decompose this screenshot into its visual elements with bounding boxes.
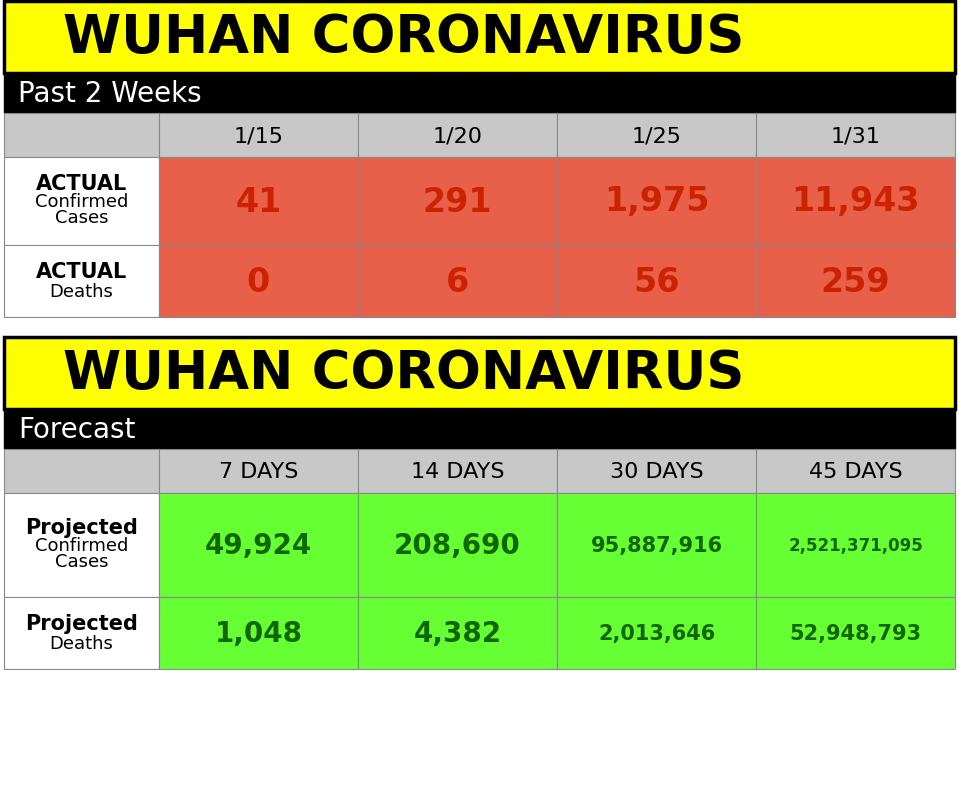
Bar [159, 158, 358, 246]
Bar [358, 450, 557, 493]
Text: 45 DAYS: 45 DAYS [808, 462, 902, 482]
Text: ACTUAL: ACTUAL [35, 173, 128, 194]
Text: 7 DAYS: 7 DAYS [219, 462, 298, 482]
Bar [4, 114, 159, 158]
Text: 56: 56 [633, 265, 680, 298]
Text: Cases: Cases [55, 209, 108, 226]
Text: 2,521,371,095: 2,521,371,095 [788, 536, 923, 554]
Bar [4, 597, 159, 669]
Bar [358, 158, 557, 246]
Text: 291: 291 [423, 185, 492, 218]
Text: 2,013,646: 2,013,646 [597, 623, 715, 643]
Text: Forecast: Forecast [18, 415, 135, 443]
Bar [557, 493, 756, 597]
Bar [4, 337, 955, 410]
Bar [358, 493, 557, 597]
Bar [557, 158, 756, 246]
Text: 1,048: 1,048 [215, 619, 302, 647]
Bar [756, 493, 955, 597]
Bar [159, 597, 358, 669]
Text: 11,943: 11,943 [791, 185, 920, 218]
Bar [756, 450, 955, 493]
Text: 6: 6 [446, 265, 469, 298]
Bar [756, 246, 955, 318]
Text: WUHAN CORONAVIRUS: WUHAN CORONAVIRUS [62, 12, 744, 64]
Text: ACTUAL: ACTUAL [35, 262, 128, 282]
Bar [557, 246, 756, 318]
Bar [159, 493, 358, 597]
Text: 1/25: 1/25 [631, 126, 682, 146]
Bar [159, 450, 358, 493]
Bar [358, 246, 557, 318]
Bar [557, 114, 756, 158]
Bar [159, 114, 358, 158]
Text: Confirmed: Confirmed [35, 536, 129, 554]
Bar [4, 74, 955, 114]
Bar [358, 597, 557, 669]
Text: Deaths: Deaths [50, 283, 113, 300]
Text: Projected: Projected [25, 517, 138, 537]
Text: Cases: Cases [55, 552, 108, 570]
Text: 14 DAYS: 14 DAYS [410, 462, 504, 482]
Bar [557, 597, 756, 669]
Text: 4,382: 4,382 [413, 619, 502, 647]
Bar [756, 114, 955, 158]
Text: 49,924: 49,924 [205, 532, 312, 560]
Text: 52,948,793: 52,948,793 [789, 623, 922, 643]
Bar [756, 158, 955, 246]
Text: WUHAN CORONAVIRUS: WUHAN CORONAVIRUS [62, 348, 744, 400]
Bar [159, 246, 358, 318]
Text: 0: 0 [246, 265, 270, 298]
Bar [4, 493, 159, 597]
Text: 208,690: 208,690 [394, 532, 521, 560]
Bar [4, 2, 955, 74]
Text: 1/15: 1/15 [233, 126, 284, 146]
Text: 30 DAYS: 30 DAYS [610, 462, 703, 482]
Bar [4, 410, 955, 450]
Text: 41: 41 [235, 185, 282, 218]
Bar [557, 450, 756, 493]
Text: 1/31: 1/31 [830, 126, 880, 146]
Text: 95,887,916: 95,887,916 [591, 536, 722, 556]
Text: Deaths: Deaths [50, 634, 113, 652]
Text: Confirmed: Confirmed [35, 193, 129, 210]
Text: 1,975: 1,975 [604, 185, 710, 218]
Text: 259: 259 [821, 265, 890, 298]
Text: Projected: Projected [25, 613, 138, 634]
Bar [4, 450, 159, 493]
Bar [4, 246, 159, 318]
Bar [358, 114, 557, 158]
Text: 1/20: 1/20 [433, 126, 482, 146]
Bar [4, 158, 159, 246]
Bar [756, 597, 955, 669]
Text: Past 2 Weeks: Past 2 Weeks [18, 80, 201, 108]
